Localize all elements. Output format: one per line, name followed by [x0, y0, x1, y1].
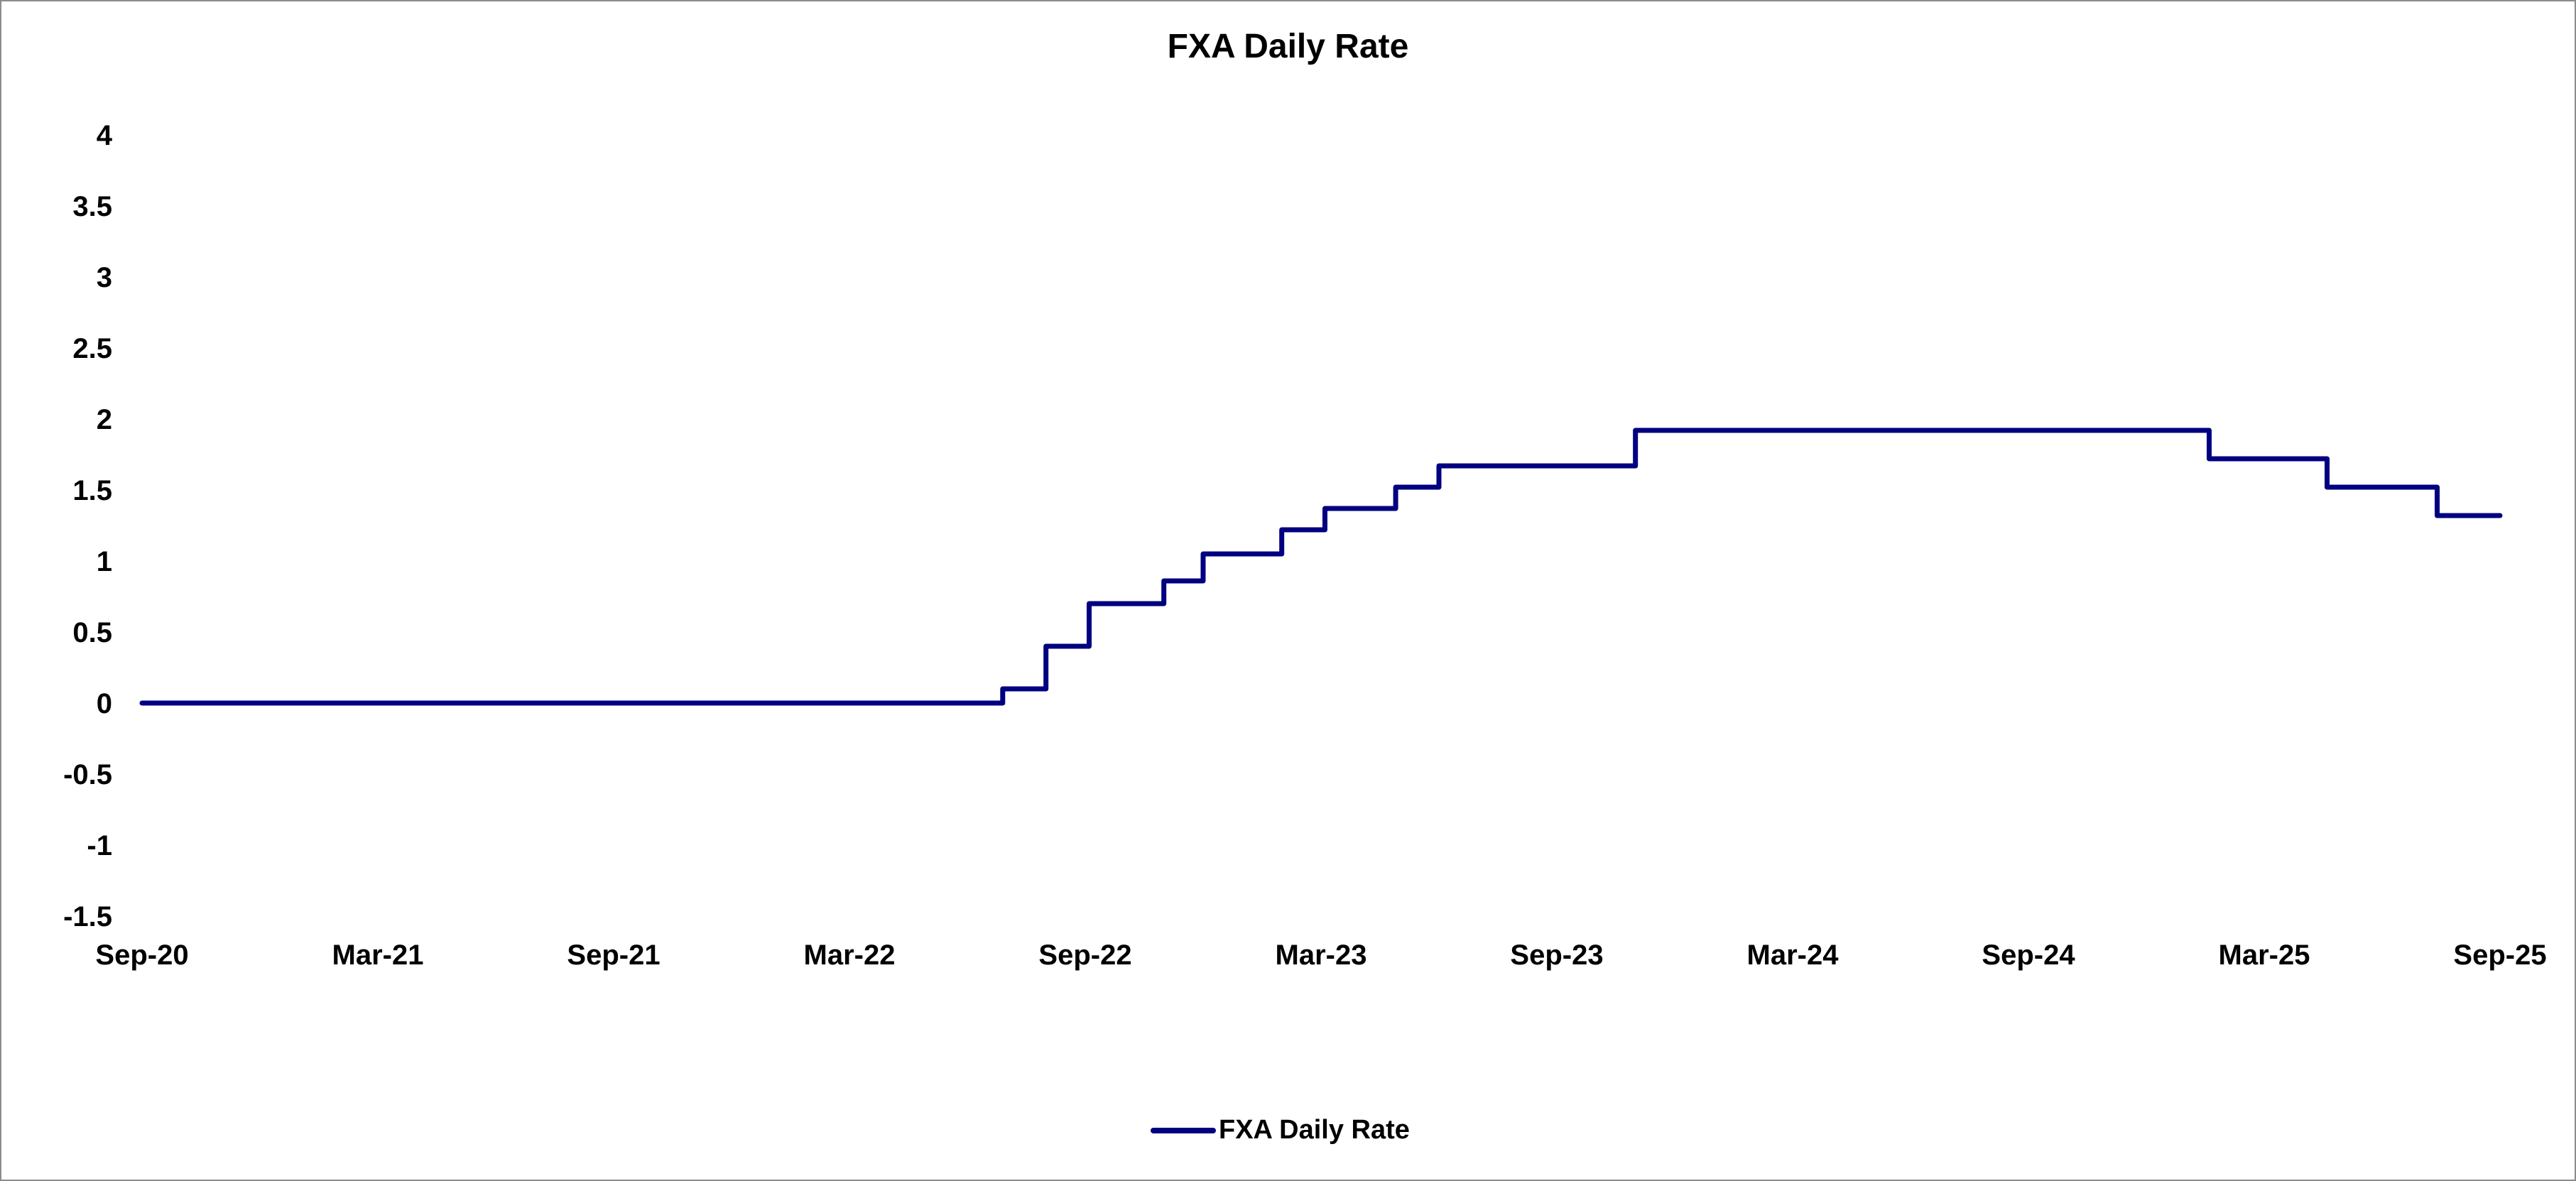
legend: FXA Daily Rate [1151, 1115, 1410, 1145]
x-tick-label: Sep-21 [567, 940, 660, 971]
y-axis-tick-labels: 4 3.5 3 2.5 2 1.5 1 0.5 0 -0.5 -1 -1.5 [63, 120, 113, 932]
x-tick-label: Mar-21 [332, 940, 424, 971]
x-tick-label: Sep-24 [1982, 940, 2075, 971]
y-tick-label: -1.5 [63, 901, 112, 932]
y-tick-label: 3.5 [72, 191, 112, 222]
x-axis-tick-labels: Sep-20 Mar-21 Sep-21 Mar-22 Sep-22 Mar-23 Sep-… [95, 940, 2546, 971]
y-tick-label: -0.5 [63, 759, 112, 790]
y-tick-label: 0.5 [72, 617, 112, 648]
y-tick-label: 2 [97, 404, 112, 435]
series-line-fxa-daily-rate [139, 428, 2503, 706]
x-tick-label: Mar-22 [804, 940, 896, 971]
y-tick-label: 0 [97, 688, 112, 719]
y-tick-label: 1.5 [72, 475, 112, 506]
chart-title: FXA Daily Rate [1167, 28, 1409, 65]
y-tick-label: -1 [87, 830, 112, 861]
legend-swatch-fxa-daily-rate [1151, 1127, 1216, 1133]
x-tick-label: Mar-25 [2219, 940, 2310, 971]
y-tick-label: 4 [97, 120, 113, 151]
x-tick-label: Sep-23 [1510, 940, 1603, 971]
y-tick-label: 2.5 [72, 333, 112, 364]
x-tick-label: Mar-24 [1747, 940, 1839, 971]
y-tick-label: 1 [97, 546, 112, 577]
series-layer [139, 428, 2503, 706]
x-tick-label: Mar-23 [1276, 940, 1367, 971]
x-tick-label: Sep-22 [1038, 940, 1131, 971]
x-tick-label: Sep-25 [2453, 940, 2546, 971]
legend-label-fxa-daily-rate: FXA Daily Rate [1219, 1115, 1410, 1145]
y-tick-label: 3 [97, 262, 112, 293]
x-tick-label: Sep-20 [95, 940, 188, 971]
